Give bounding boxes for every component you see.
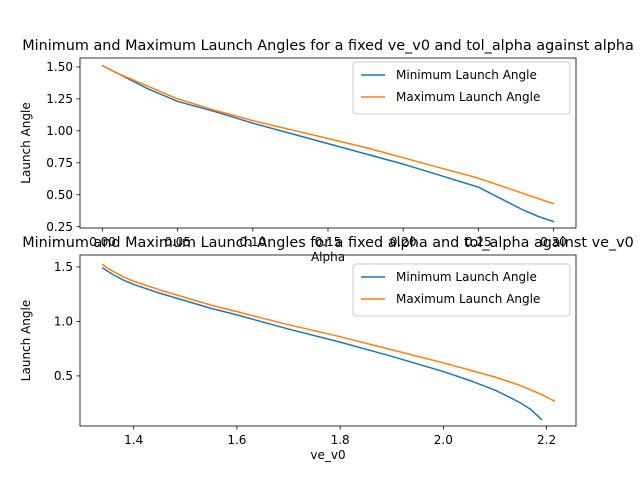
top-legend-min-label: Minimum Launch Angle — [396, 68, 537, 82]
bottom-y-tick-label: 1.5 — [54, 260, 73, 274]
bottom-legend: Minimum Launch Angle Maximum Launch Angl… — [352, 263, 571, 317]
top-y-tick-label: 1.00 — [46, 124, 73, 138]
top-y-tick-label: 0.50 — [46, 188, 73, 202]
top-x-tick-label: 0.00 — [89, 235, 116, 249]
bottom-legend-max-label: Maximum Launch Angle — [396, 292, 540, 306]
top-x-tick-label: 0.15 — [315, 235, 342, 249]
top-x-tick-label: 0.25 — [465, 235, 492, 249]
bottom-x-tick-label: 2.0 — [434, 433, 453, 447]
top-legend: Minimum Launch Angle Maximum Launch Angl… — [352, 61, 571, 115]
bottom-x-tick-label: 1.8 — [331, 433, 350, 447]
top-x-tick-label: 0.30 — [540, 235, 567, 249]
top-plot-lines — [101, 64, 555, 223]
bottom-y-tick-label: 1.0 — [54, 315, 73, 329]
top-legend-max-label: Maximum Launch Angle — [396, 90, 540, 104]
top-subplot: 0.00 0.05 0.10 0.15 0.20 0.25 0.30 0.25 0.50 0.7… — [19, 38, 634, 264]
top-x-ticks: 0.00 0.05 0.10 0.15 0.20 0.25 0.30 — [89, 228, 567, 249]
bottom-y-axis-label: Launch Angle — [19, 300, 33, 381]
top-max-launch-angle-line — [101, 64, 555, 205]
top-y-axis-label: Launch Angle — [19, 102, 33, 183]
top-x-axis-label: Alpha — [311, 250, 345, 264]
bottom-y-tick-label: 0.5 — [54, 369, 73, 383]
bottom-x-ticks: 1.4 1.6 1.8 2.0 2.2 — [124, 426, 556, 447]
bottom-legend-min-label: Minimum Launch Angle — [396, 270, 537, 284]
top-y-tick-label: 0.25 — [46, 220, 73, 234]
bottom-x-tick-label: 2.2 — [537, 433, 556, 447]
top-y-tick-label: 1.25 — [46, 92, 73, 106]
bottom-min-launch-angle-line — [101, 267, 543, 421]
top-y-tick-label: 0.75 — [46, 156, 73, 170]
bottom-legend-box — [352, 263, 571, 317]
bottom-x-tick-label: 1.4 — [124, 433, 143, 447]
top-y-tick-label: 1.50 — [46, 60, 73, 74]
top-chart-title: Minimum and Maximum Launch Angles for a … — [22, 38, 634, 54]
bottom-x-axis-label: ve_v0 — [310, 448, 345, 462]
top-legend-box — [352, 61, 571, 115]
bottom-x-tick-label: 1.6 — [227, 433, 246, 447]
bottom-axes-frame — [79, 254, 577, 427]
bottom-subplot: 1.4 1.6 1.8 2.0 2.2 0.5 1.0 1.5 Minimum and Ma… — [19, 235, 634, 462]
bottom-max-launch-angle-line — [101, 263, 556, 402]
bottom-plot-lines — [101, 263, 556, 421]
bottom-y-ticks: 0.5 1.0 1.5 — [54, 260, 80, 383]
top-x-tick-label: 0.05 — [164, 235, 191, 249]
top-y-ticks: 0.25 0.50 0.75 1.00 1.25 1.50 — [46, 60, 80, 234]
top-x-tick-label: 0.20 — [390, 235, 417, 249]
bottom-chart-title: Minimum and Maximum Launch Angles for a … — [22, 235, 634, 251]
top-x-tick-label: 0.10 — [239, 235, 266, 249]
top-min-launch-angle-line — [101, 64, 555, 223]
